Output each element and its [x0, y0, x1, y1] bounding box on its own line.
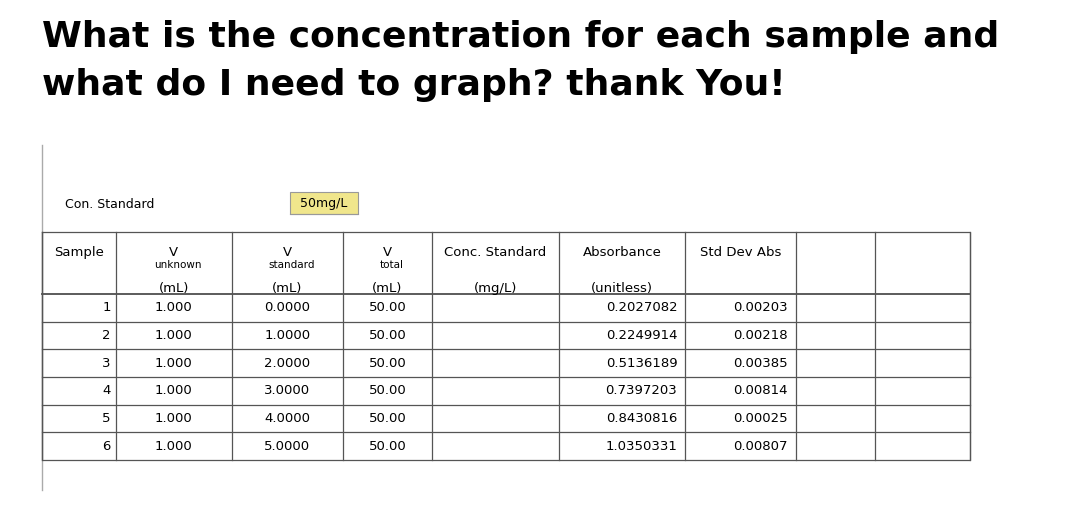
- Text: (mg/L): (mg/L): [474, 282, 517, 295]
- Text: 0.00814: 0.00814: [733, 384, 788, 398]
- Text: standard: standard: [268, 260, 314, 270]
- Text: V: V: [283, 246, 292, 259]
- Text: (unitless): (unitless): [591, 282, 653, 295]
- Text: What is the concentration for each sample and: What is the concentration for each sampl…: [42, 20, 999, 54]
- Text: 4: 4: [103, 384, 111, 398]
- Text: 0.00385: 0.00385: [733, 357, 788, 370]
- Text: 50.00: 50.00: [368, 412, 406, 425]
- Text: 50.00: 50.00: [368, 301, 406, 314]
- Text: 0.00807: 0.00807: [733, 440, 788, 452]
- Text: 0.5136189: 0.5136189: [606, 357, 677, 370]
- Text: 50.00: 50.00: [368, 357, 406, 370]
- Text: Con. Standard: Con. Standard: [65, 199, 154, 212]
- Text: 5: 5: [103, 412, 111, 425]
- Text: 0.0000: 0.0000: [265, 301, 310, 314]
- Text: 0.7397203: 0.7397203: [606, 384, 677, 398]
- Text: (mL): (mL): [373, 282, 403, 295]
- Text: 6: 6: [103, 440, 111, 452]
- Text: 2: 2: [103, 329, 111, 342]
- Text: 0.00025: 0.00025: [733, 412, 788, 425]
- Text: 0.00218: 0.00218: [733, 329, 788, 342]
- Text: Std Dev Abs: Std Dev Abs: [700, 246, 781, 259]
- Text: 5.0000: 5.0000: [265, 440, 310, 452]
- Text: 1.000: 1.000: [154, 412, 192, 425]
- Text: 0.8430816: 0.8430816: [606, 412, 677, 425]
- Text: 1.000: 1.000: [154, 440, 192, 452]
- Text: 1: 1: [103, 301, 111, 314]
- Text: 0.00203: 0.00203: [733, 301, 788, 314]
- Text: (mL): (mL): [272, 282, 302, 295]
- Text: V: V: [382, 246, 392, 259]
- Text: 1.0350331: 1.0350331: [606, 440, 677, 452]
- Text: Absorbance: Absorbance: [582, 246, 661, 259]
- Text: Sample: Sample: [54, 246, 104, 259]
- Text: 0.2249914: 0.2249914: [606, 329, 677, 342]
- Text: V: V: [170, 246, 178, 259]
- Text: 50.00: 50.00: [368, 329, 406, 342]
- Text: 1.0000: 1.0000: [265, 329, 310, 342]
- Text: (mL): (mL): [159, 282, 189, 295]
- Text: 50.00: 50.00: [368, 384, 406, 398]
- Text: 1.000: 1.000: [154, 357, 192, 370]
- Text: 1.000: 1.000: [154, 301, 192, 314]
- Text: unknown: unknown: [154, 260, 202, 270]
- Text: 1.000: 1.000: [154, 384, 192, 398]
- Text: total: total: [379, 260, 403, 270]
- Text: 3.0000: 3.0000: [265, 384, 310, 398]
- Text: 0.2027082: 0.2027082: [606, 301, 677, 314]
- Text: 2.0000: 2.0000: [265, 357, 310, 370]
- Text: 1.000: 1.000: [154, 329, 192, 342]
- Text: 50.00: 50.00: [368, 440, 406, 452]
- Text: Conc. Standard: Conc. Standard: [444, 246, 546, 259]
- Text: 4.0000: 4.0000: [265, 412, 310, 425]
- FancyBboxPatch shape: [291, 192, 357, 214]
- Text: 3: 3: [103, 357, 111, 370]
- Text: 50mg/L: 50mg/L: [300, 196, 348, 210]
- Text: what do I need to graph? thank You!: what do I need to graph? thank You!: [42, 68, 786, 102]
